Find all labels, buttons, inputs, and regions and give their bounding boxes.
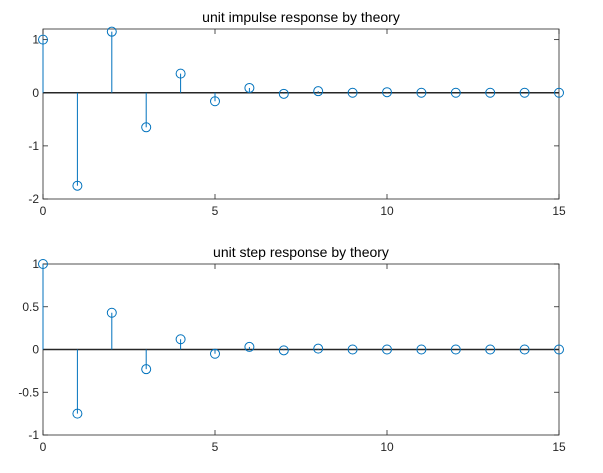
y-tick-label: 1 bbox=[32, 33, 39, 47]
y-tick-label: 1 bbox=[32, 257, 39, 271]
stem-marker bbox=[382, 87, 392, 98]
subplot-step-response: 0 5 10 15 1 0.5 0 -0.5 -1 unit step response by t… bbox=[18, 244, 566, 454]
stem-marker bbox=[278, 88, 289, 99]
stem-marker bbox=[141, 122, 152, 133]
stem-marker bbox=[244, 341, 255, 352]
x-tick-label: 5 bbox=[212, 204, 219, 218]
chart-title: unit impulse response by theory bbox=[202, 9, 400, 25]
stem-marker bbox=[554, 87, 564, 98]
stem-marker bbox=[210, 96, 220, 107]
stem-marker bbox=[519, 344, 530, 355]
stem-marker bbox=[382, 344, 392, 355]
x-tick-label: 10 bbox=[380, 204, 394, 218]
stem-marker bbox=[175, 334, 186, 345]
stem-marker bbox=[106, 307, 117, 318]
stem-marker bbox=[347, 344, 358, 355]
stem-marker bbox=[416, 344, 427, 355]
y-tick-label: 0.5 bbox=[22, 300, 39, 314]
x-tick-label: 10 bbox=[380, 440, 394, 454]
y-tick-label: -0.5 bbox=[18, 385, 39, 399]
y-tick-label: -1 bbox=[28, 428, 39, 442]
stem-marker bbox=[72, 180, 83, 191]
stem-marker bbox=[210, 348, 220, 359]
stem-marker bbox=[278, 345, 289, 356]
stem-marker bbox=[416, 87, 427, 98]
stem-marker bbox=[141, 364, 152, 375]
axes-box bbox=[42, 28, 560, 200]
stem-marker bbox=[175, 68, 186, 79]
stem-marker bbox=[485, 87, 496, 98]
y-tick-label: 0 bbox=[32, 86, 39, 100]
stem-marker bbox=[72, 408, 83, 419]
y-tick-label: 0 bbox=[32, 343, 39, 357]
stem-marker bbox=[450, 87, 461, 98]
stem-marker bbox=[38, 34, 48, 45]
x-tick-label: 15 bbox=[552, 204, 566, 218]
stem-marker bbox=[313, 343, 324, 354]
x-tick-label: 0 bbox=[40, 440, 47, 454]
stem-marker bbox=[485, 344, 496, 355]
stem-marker bbox=[38, 259, 48, 269]
chart-title: unit step response by theory bbox=[213, 244, 389, 260]
stem-marker bbox=[106, 26, 117, 37]
stem-marker bbox=[519, 87, 530, 98]
x-tick-label: 5 bbox=[212, 440, 219, 454]
stem-marker bbox=[554, 344, 564, 355]
x-tick-label: 15 bbox=[552, 440, 566, 454]
x-tick-label: 0 bbox=[40, 204, 47, 218]
stem-marker bbox=[244, 82, 255, 93]
stem-marker bbox=[450, 344, 461, 355]
y-tick-label: -1 bbox=[28, 139, 39, 153]
y-tick-label: -2 bbox=[28, 192, 39, 206]
stem-marker bbox=[347, 87, 358, 98]
stem-marker bbox=[313, 86, 324, 97]
